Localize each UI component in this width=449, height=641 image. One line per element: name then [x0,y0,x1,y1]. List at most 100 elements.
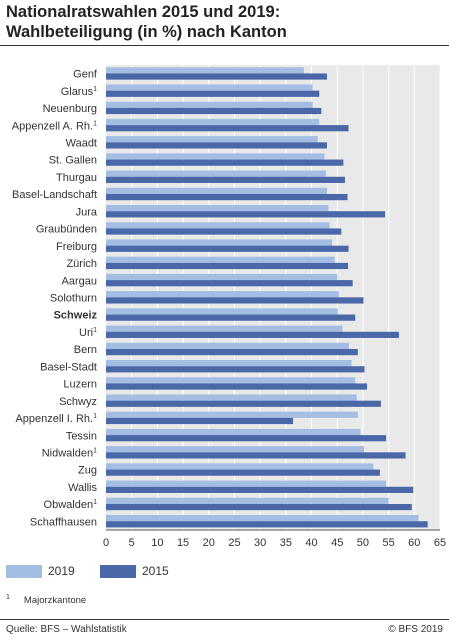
bar-2019-16 [106,342,350,349]
bar-2019-20 [106,411,358,418]
footnote-marker-15: 1 [93,327,97,334]
x-tick-label-65: 65 [434,537,446,549]
category-label-25: Obwalden1 [44,499,98,511]
bar-2019-18 [106,377,356,384]
bar-2015-18 [106,383,368,390]
bar-2019-7 [106,187,327,194]
category-label-10: Freiburg [56,241,97,253]
bar-2015-26 [106,521,428,528]
legend-swatch-2019 [6,565,42,578]
category-label-6: Thurgau [56,172,97,184]
header-rule [0,45,449,46]
category-label-15: Uri1 [79,327,97,339]
bar-2015-20 [106,417,294,425]
bar-2019-11 [106,256,335,263]
bar-2019-26 [106,515,419,522]
copyright-text: © BFS 2019 [388,624,443,635]
bar-2015-3 [106,125,349,132]
x-tick-label-40: 40 [305,537,317,549]
category-label-24: Wallis [68,482,97,494]
category-label-5: St. Gallen [49,155,97,167]
bar-chart: Genf Glarus1 Neuenburg Appenzell A. Rh.1 Waa… [12,65,446,549]
bar-2019-24 [106,480,387,487]
bar-2015-25 [106,503,412,511]
legend-label-2019: 2019 [48,564,75,578]
bar-2019-8 [106,205,329,212]
bar-2015-22 [106,452,406,459]
bar-2019-17 [106,360,352,367]
bar-2015-2 [106,107,322,115]
category-label-14: Schweiz [54,310,98,322]
legend-swatch-2015 [100,565,136,578]
footer-rule [0,619,449,620]
bar-2015-11 [106,262,349,270]
bar-2019-3 [106,118,320,126]
category-label-11: Zürich [66,258,97,270]
x-tick-label-0: 0 [103,537,109,549]
bar-2015-5 [106,159,344,166]
footnote-marker: 1 [6,594,10,601]
bar-2019-0 [106,67,304,74]
category-label-9: Graubünden [36,224,97,236]
category-label-22: Nidwalden1 [42,448,97,460]
bar-2015-19 [106,400,381,407]
legend-label-2015: 2015 [142,564,169,578]
bar-2019-23 [106,463,374,470]
bar-2015-13 [106,297,364,304]
bar-2015-24 [106,486,414,493]
category-label-2: Neuenburg [43,103,97,115]
bar-2019-1 [106,84,313,91]
bar-2019-12 [106,273,338,281]
category-label-16: Bern [74,344,97,356]
footnote-marker-20: 1 [93,413,97,420]
x-tick-label-15: 15 [177,537,189,549]
bar-2019-2 [106,101,313,108]
bar-2015-0 [106,73,327,80]
bar-2015-21 [106,435,387,442]
x-tick-label-55: 55 [382,537,394,549]
category-label-12: Aargau [62,275,97,287]
bar-2019-15 [106,325,343,332]
bar-2015-8 [106,211,386,218]
chart-title-line2: Wahlbeteiligung (in %) nach Kanton [6,23,287,41]
category-label-17: Basel-Stadt [40,361,97,373]
chart-title: Nationalratswahlen 2015 und 2019: Wahlbe… [6,2,446,42]
footnote: 1 Majorzkantone [6,594,86,606]
x-tick-label-25: 25 [228,537,240,549]
category-label-0: Genf [73,69,98,81]
category-label-8: Jura [76,206,98,218]
x-tick-label-50: 50 [357,537,369,549]
chart-title-line1: Nationalratswahlen 2015 und 2019: [6,3,281,21]
x-tick-label-10: 10 [151,537,163,549]
bar-2019-22 [106,446,364,453]
category-label-20: Appenzell I. Rh.1 [15,413,97,425]
footnote-marker-3: 1 [93,120,97,127]
bar-2015-16 [106,348,358,356]
footnote-marker-1: 1 [93,86,97,93]
category-label-3: Appenzell A. Rh.1 [12,120,97,132]
category-label-7: Basel-Landschaft [12,189,97,201]
x-tick-label-45: 45 [331,537,343,549]
bar-2019-21 [106,428,361,436]
bar-2015-23 [106,469,380,476]
x-tick-label-5: 5 [129,537,135,549]
x-tick-label-35: 35 [280,537,292,549]
bar-2019-4 [106,136,318,143]
x-tick-label-20: 20 [203,537,215,549]
category-label-18: Luzern [63,379,97,391]
bar-2015-12 [106,280,353,287]
category-label-23: Zug [78,465,97,477]
category-label-21: Tessin [66,430,97,442]
category-label-26: Schaffhausen [30,516,97,528]
bar-2019-6 [106,170,326,177]
bar-2019-19 [106,394,357,401]
bar-2015-6 [106,176,345,183]
bar-2019-5 [106,153,325,160]
bar-2019-25 [106,497,389,504]
bar-2019-14 [106,308,338,315]
category-label-13: Solothurn [50,293,97,305]
footnote-marker-25: 1 [93,499,97,506]
x-tick-label-60: 60 [408,537,420,549]
bar-2015-15 [106,331,399,338]
bar-2015-17 [106,366,365,373]
